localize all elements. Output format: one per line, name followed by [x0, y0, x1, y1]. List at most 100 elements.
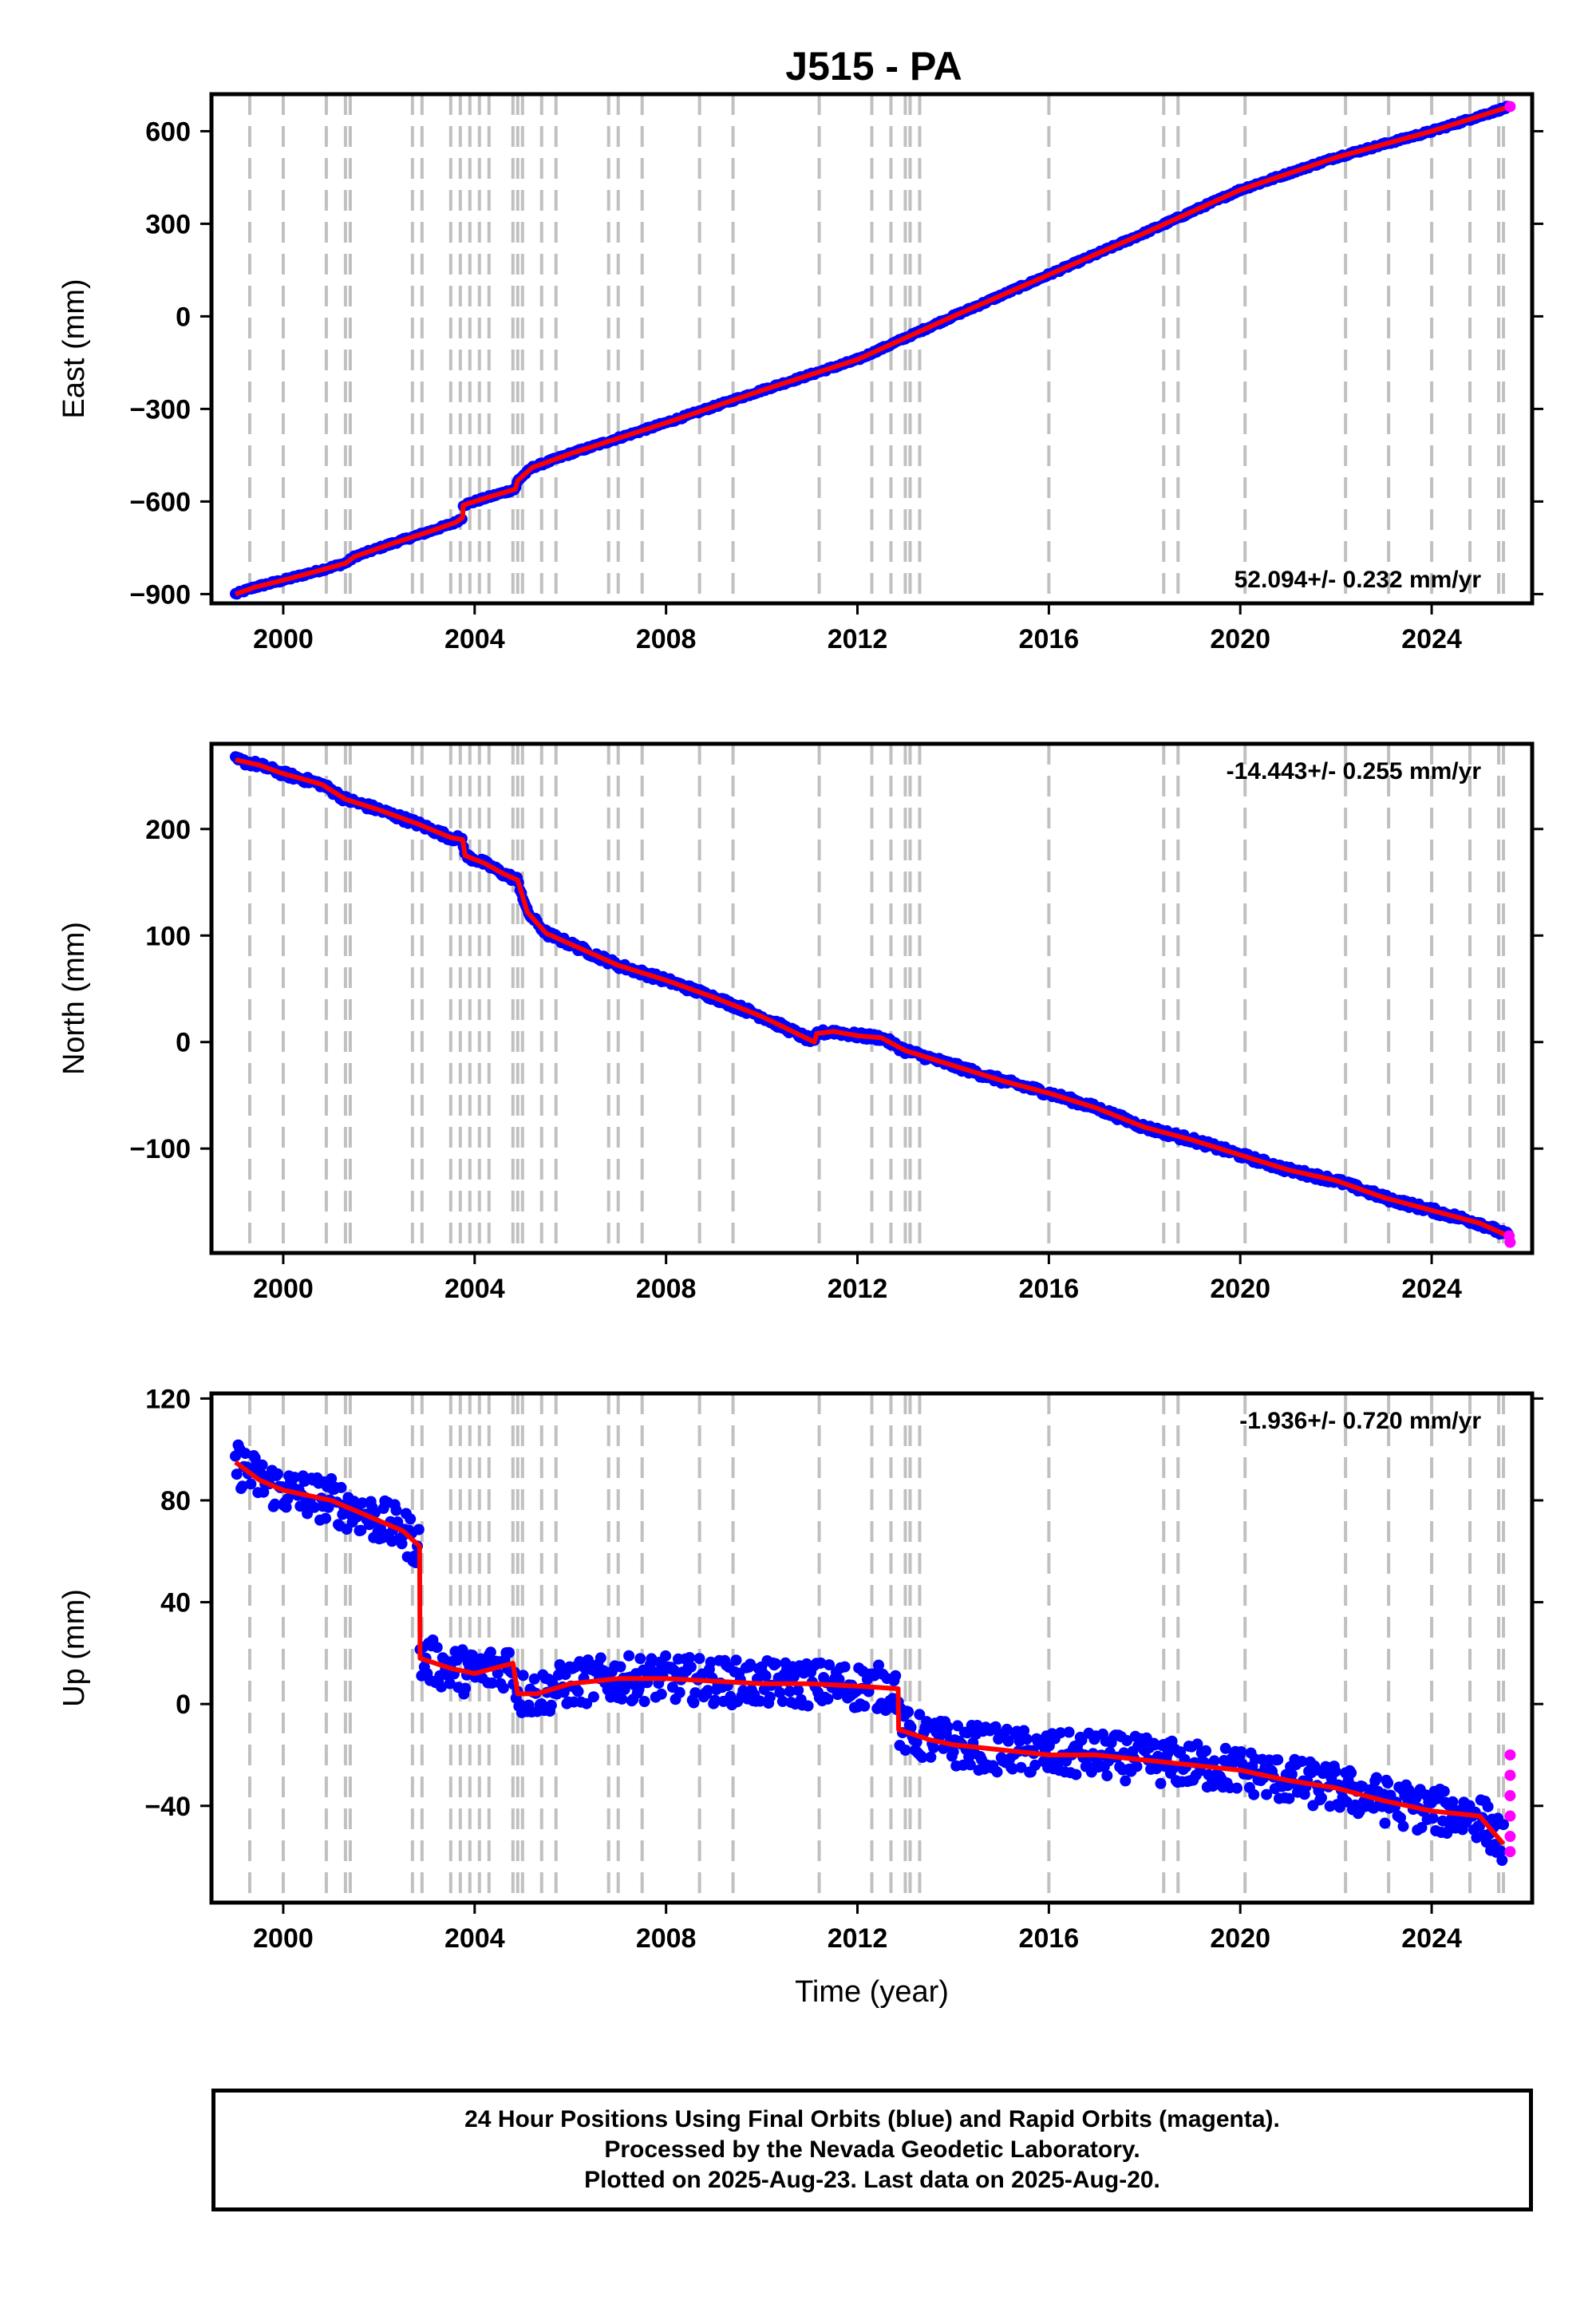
final-point	[245, 1478, 257, 1490]
final-point	[1002, 1735, 1014, 1747]
x-tick-label: 2000	[253, 624, 314, 654]
final-point	[1200, 1745, 1212, 1757]
final-point	[1357, 1780, 1369, 1792]
final-point	[905, 1721, 917, 1733]
x-tick-label: 2020	[1210, 1923, 1270, 1954]
north-panel: 200 100 0 −100 2000 2004 2008 2012 2016 2020 2024 N…	[57, 741, 1543, 1304]
plot-frame	[209, 741, 1535, 1255]
x-tick-label: 2008	[636, 1274, 697, 1304]
x-tick-label: 2020	[1210, 1274, 1270, 1304]
final-point	[280, 1501, 292, 1513]
final-point	[833, 1674, 845, 1686]
final-point	[1219, 1742, 1231, 1754]
final-point	[1474, 1820, 1485, 1832]
final-point	[1437, 1815, 1448, 1827]
final-point	[587, 1691, 599, 1703]
final-point	[413, 1524, 425, 1535]
final-point	[1029, 1759, 1041, 1771]
final-point	[822, 1693, 834, 1705]
final-point	[1395, 1812, 1406, 1824]
y-tick-label: 0	[176, 1028, 191, 1058]
final-point	[873, 1659, 884, 1671]
footer-line-processor: Processed by the Nevada Geodetic Laborat…	[604, 2136, 1140, 2163]
final-point	[1018, 1725, 1030, 1737]
final-point	[964, 1759, 976, 1771]
final-point	[231, 1468, 243, 1480]
x-tick-label: 2008	[636, 1923, 697, 1954]
final-point	[646, 1653, 658, 1665]
y-tick-label: 80	[160, 1486, 191, 1516]
final-point	[1286, 1769, 1298, 1780]
y-tick-label: 200	[145, 815, 191, 845]
rapid-point	[1504, 1769, 1516, 1781]
y-tick-label: −900	[129, 579, 191, 610]
rapid-point	[1504, 1236, 1516, 1248]
final-point	[309, 1501, 320, 1513]
final-point	[1227, 1757, 1238, 1769]
final-point	[405, 1513, 417, 1525]
final-point	[1120, 1775, 1132, 1787]
plot-area	[230, 94, 1516, 603]
final-point	[754, 1695, 766, 1707]
final-point	[390, 1504, 402, 1516]
rapid-point	[1504, 1810, 1516, 1822]
footer-line-dates: Plotted on 2025-Aug-23. Last data on 202…	[584, 2167, 1160, 2193]
final-point	[456, 1644, 468, 1656]
y-tick-label: 0	[176, 302, 191, 332]
y-axis-label: East (mm)	[57, 279, 91, 418]
y-tick-label: 600	[145, 117, 191, 147]
final-point	[1015, 1761, 1027, 1773]
final-point	[685, 1661, 697, 1673]
x-tick-label: 2012	[828, 624, 888, 654]
final-point	[1482, 1800, 1494, 1812]
x-tick-label: 2016	[1019, 1274, 1080, 1304]
final-point	[581, 1697, 593, 1709]
final-point	[1283, 1792, 1295, 1804]
final-point	[1131, 1761, 1143, 1773]
final-point	[392, 1516, 404, 1528]
final-point	[236, 1480, 248, 1492]
final-point	[436, 1681, 447, 1693]
final-point	[1076, 1734, 1088, 1746]
final-point	[1235, 1746, 1247, 1757]
final-point	[784, 1686, 796, 1697]
rapid-point	[1504, 1790, 1516, 1802]
final-point	[1070, 1769, 1082, 1780]
final-point	[1155, 1777, 1167, 1789]
model-line	[234, 105, 1509, 597]
final-point	[239, 1448, 251, 1460]
final-point	[1498, 1819, 1509, 1831]
final-point	[770, 1658, 781, 1670]
final-point	[688, 1697, 700, 1709]
final-point	[745, 1658, 757, 1670]
final-point	[272, 1468, 283, 1480]
final-point	[466, 1650, 478, 1661]
final-point	[256, 1459, 268, 1471]
final-point	[595, 1652, 606, 1664]
rapid-point	[1504, 1846, 1516, 1858]
plot-frame	[209, 92, 1535, 606]
y-axis-label: North (mm)	[57, 922, 91, 1075]
final-point	[1055, 1727, 1066, 1739]
x-tick-label: 2020	[1210, 624, 1270, 654]
final-point	[396, 1538, 408, 1550]
final-point	[431, 1642, 443, 1654]
final-point	[911, 1736, 922, 1748]
final-point	[357, 1497, 369, 1509]
final-point	[925, 1751, 937, 1763]
y-tick-label: −300	[129, 394, 191, 425]
final-point	[1261, 1788, 1273, 1800]
final-point	[545, 1699, 557, 1711]
up-panel: 120 80 40 0 −40 2000 2004 2008 2012 2016 2020 2024 U…	[57, 1384, 1543, 2009]
final-point	[1006, 1763, 1018, 1775]
final-point	[1382, 1777, 1394, 1788]
final-point	[1208, 1755, 1220, 1767]
rapid-point	[1504, 1749, 1516, 1761]
final-point	[1379, 1817, 1391, 1829]
final-point	[942, 1721, 954, 1733]
y-tick-label: −100	[129, 1134, 191, 1164]
final-point	[991, 1766, 1003, 1778]
final-point	[1191, 1738, 1203, 1750]
final-point	[674, 1686, 685, 1698]
